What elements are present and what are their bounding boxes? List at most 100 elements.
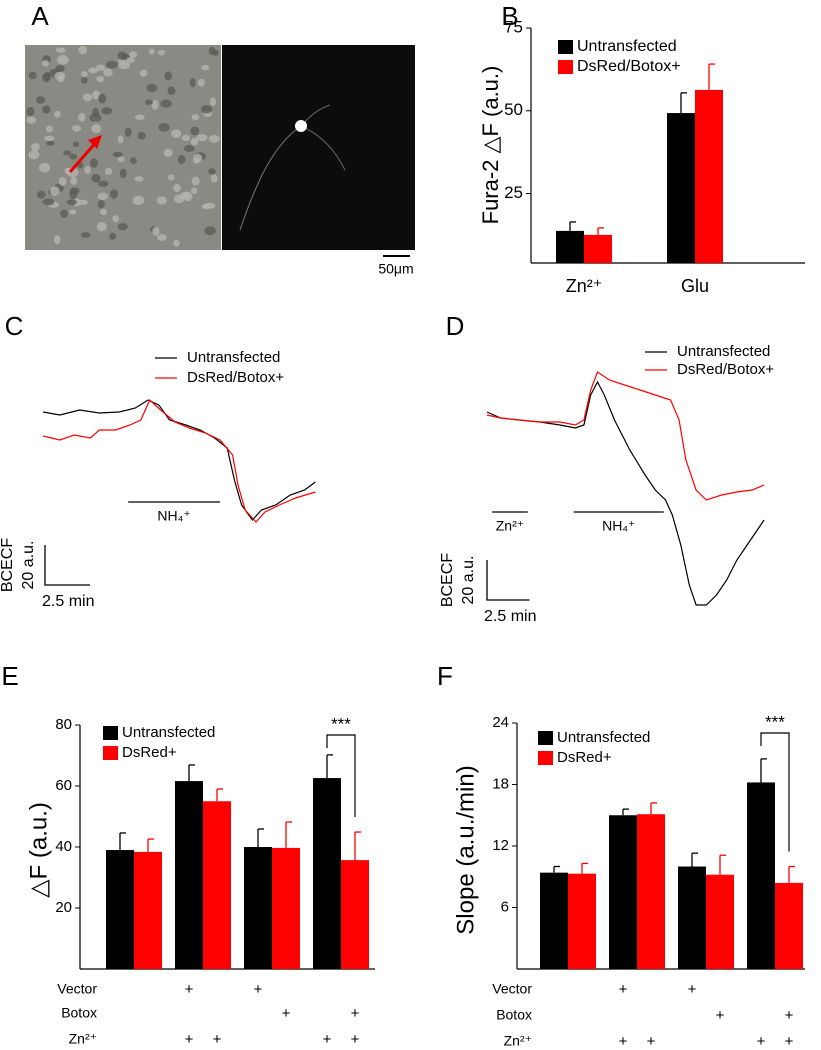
cell [98, 93, 107, 104]
cell [163, 148, 173, 157]
cell [92, 90, 101, 100]
bar [244, 847, 272, 969]
cell [36, 190, 46, 199]
condition-mark: + [619, 1033, 628, 1050]
y-tick-label: 40 [55, 838, 72, 855]
cell [77, 199, 88, 206]
cell [36, 96, 46, 104]
cell [112, 215, 119, 223]
cell [26, 116, 37, 124]
bar [341, 860, 369, 969]
legend-swatch [558, 40, 573, 54]
cell [31, 143, 40, 151]
cell [43, 135, 55, 142]
arrow-head [88, 135, 102, 149]
cell [56, 54, 69, 65]
legend-label: Untransfected [677, 343, 770, 360]
cell [146, 83, 158, 93]
scale-bar-x-label: 2.5 min [484, 608, 536, 625]
condition-mark: + [619, 981, 628, 998]
condition-label: Botox [61, 1005, 97, 1021]
panel-letter: A [31, 1, 49, 31]
cell [81, 71, 88, 78]
cell [158, 123, 170, 132]
bar [667, 113, 695, 263]
cell [190, 187, 198, 195]
legend-label: DsRed/Botox+ [577, 58, 681, 75]
cell [109, 232, 117, 240]
y-axis-label: △F (a.u.) [25, 802, 52, 898]
cell [100, 208, 108, 216]
condition-mark: + [185, 981, 194, 998]
y-tick-label: 20 [55, 899, 72, 916]
cell [193, 153, 203, 163]
cell [196, 134, 208, 142]
cell [173, 239, 180, 247]
bar [609, 815, 637, 969]
cell [117, 223, 128, 231]
cell [91, 173, 101, 183]
legend-swatch [103, 726, 118, 740]
y-tick-label: 80 [55, 716, 72, 733]
cell [80, 77, 88, 84]
trace [486, 380, 765, 606]
legend-swatch [538, 731, 553, 745]
cell [167, 86, 176, 95]
cell [152, 226, 160, 236]
condition-mark: + [351, 1005, 360, 1022]
cell [151, 99, 159, 110]
bar [106, 850, 134, 969]
cell [88, 67, 99, 74]
scale-bar [486, 560, 530, 601]
cell [210, 174, 218, 183]
cell [190, 126, 200, 136]
condition-mark: + [647, 1033, 656, 1050]
y-axis-label: Slope (a.u./min) [452, 765, 479, 934]
cell [89, 158, 99, 168]
cell [96, 75, 105, 83]
cell [191, 176, 200, 186]
significance-label: *** [765, 712, 785, 731]
application-label: Zn²⁺ [496, 518, 524, 534]
significance-label: *** [331, 714, 351, 733]
y-axis-label: BCECF [0, 538, 16, 592]
cell [173, 194, 185, 204]
condition-mark: + [351, 1031, 360, 1048]
cell [78, 45, 88, 55]
cell [134, 176, 144, 182]
cell [96, 64, 106, 71]
application-label: NH₄⁺ [157, 508, 190, 524]
cell [181, 134, 191, 142]
cell [117, 51, 127, 60]
cell [53, 235, 61, 245]
y-tick-label: 12 [492, 837, 509, 854]
cell [171, 129, 182, 139]
cell [203, 202, 216, 209]
bar [272, 847, 300, 969]
condition-mark: + [323, 1031, 332, 1048]
cell [126, 57, 135, 64]
bar [540, 872, 568, 969]
condition-mark: + [785, 1033, 794, 1050]
cell [42, 198, 55, 206]
panel-letter: E [1, 661, 18, 691]
cell [72, 125, 82, 132]
condition-mark: + [213, 1031, 222, 1048]
neuron-soma [295, 120, 307, 132]
cell [112, 151, 123, 158]
cell [97, 199, 105, 209]
cell [60, 209, 68, 219]
cell [201, 64, 210, 71]
y-tick-label: 18 [492, 775, 509, 792]
cell [177, 154, 186, 165]
cell [26, 107, 35, 117]
cell [46, 140, 55, 146]
condition-mark: + [757, 1033, 766, 1050]
legend-label: Untransfected [557, 729, 650, 746]
cells [26, 45, 220, 247]
cell [80, 232, 91, 238]
cell [96, 221, 107, 232]
y-axis-label: Fura-2 △F (a.u.) [478, 66, 503, 225]
panel-letter: C [5, 311, 24, 341]
